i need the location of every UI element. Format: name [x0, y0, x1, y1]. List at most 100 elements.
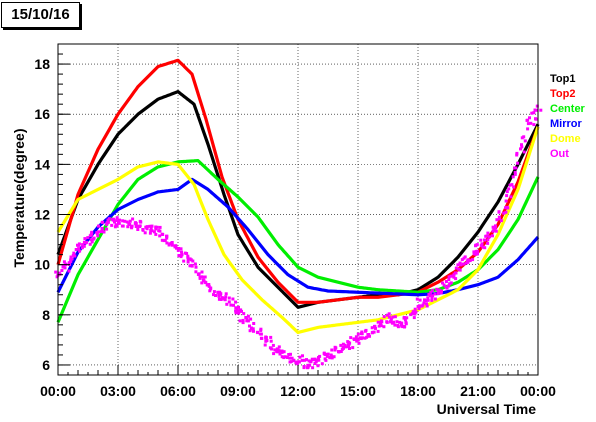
data-point [400, 323, 403, 327]
data-point [259, 332, 263, 336]
data-point [165, 236, 169, 240]
data-point [67, 261, 71, 265]
data-point [102, 230, 106, 234]
data-point [349, 336, 353, 340]
data-point [403, 324, 407, 328]
data-point [255, 330, 259, 334]
x-tick-label: 00:00 [40, 383, 76, 399]
data-point [441, 281, 444, 285]
data-point [396, 325, 400, 329]
data-point [145, 225, 149, 229]
y-axis-title: Temperature(degree) [11, 128, 27, 267]
data-point [448, 282, 452, 286]
data-point [217, 293, 221, 297]
series-top1 [56, 90, 540, 309]
data-point [474, 249, 478, 253]
data-point [333, 348, 337, 352]
data-point [217, 297, 221, 301]
data-point [460, 258, 464, 262]
axis-ticks [57, 43, 539, 375]
data-point [433, 297, 437, 301]
data-point [272, 352, 276, 356]
data-point [324, 358, 328, 362]
data-point [459, 263, 463, 267]
data-point [444, 280, 448, 283]
data-point [165, 234, 169, 238]
data-point [458, 261, 462, 265]
data-point [152, 230, 156, 234]
data-point [55, 275, 59, 279]
data-point [346, 343, 350, 347]
data-point [221, 296, 225, 300]
data-point [442, 283, 446, 287]
data-point [438, 289, 442, 293]
data-point [78, 249, 82, 253]
data-point [292, 359, 296, 363]
data-point [125, 220, 129, 224]
data-point [194, 270, 198, 274]
data-point [539, 108, 543, 112]
data-point [88, 242, 92, 246]
legend-entry-center: Center [550, 103, 586, 115]
x-tick-label: 00:00 [520, 383, 556, 399]
data-point [154, 225, 158, 229]
data-point [368, 334, 371, 338]
data-point [491, 229, 495, 233]
data-point [486, 241, 490, 245]
data-point [520, 145, 524, 149]
data-point [533, 108, 537, 112]
data-point [341, 342, 345, 346]
data-point [513, 172, 517, 176]
data-point [269, 339, 273, 343]
data-point [343, 343, 347, 347]
y-tick-labels: 6 8 10 12 14 16 18 [34, 56, 50, 373]
data-point [312, 358, 316, 362]
data-point [138, 219, 142, 223]
data-point [170, 241, 174, 245]
data-point [209, 287, 213, 291]
data-point [198, 276, 202, 280]
data-point [385, 320, 389, 324]
series-out [54, 104, 543, 370]
data-point [259, 327, 263, 331]
data-point [532, 123, 536, 127]
data-point [106, 220, 110, 224]
data-point [486, 238, 490, 242]
data-point [458, 268, 462, 272]
data-point [249, 317, 253, 321]
data-point [265, 339, 269, 342]
data-point [364, 328, 368, 332]
data-point [374, 326, 377, 330]
data-point [200, 275, 204, 279]
data-point [413, 307, 417, 311]
data-point [232, 303, 235, 307]
data-point [494, 229, 498, 233]
data-point [185, 252, 189, 255]
data-point [105, 222, 109, 226]
data-point [526, 127, 530, 131]
data-point [373, 325, 376, 328]
data-point [301, 354, 304, 358]
data-point [250, 327, 254, 331]
x-tick-labels: 00:00 03:00 06:00 09:00 12:00 15:00 18:00 21:00… [40, 383, 556, 399]
data-point [404, 320, 408, 324]
data-point [290, 356, 294, 360]
data-point [121, 219, 125, 223]
data-point [80, 246, 84, 250]
data-point [346, 340, 350, 344]
data-point [216, 290, 220, 294]
data-point [297, 360, 301, 364]
data-point [162, 239, 166, 243]
data-point [317, 358, 321, 362]
data-point [512, 185, 516, 189]
data-point [81, 243, 85, 247]
data-point [357, 341, 361, 345]
data-point [452, 272, 456, 276]
data-point [420, 304, 424, 308]
data-point [60, 269, 64, 272]
data-point [341, 345, 345, 349]
data-point [176, 248, 180, 252]
data-point [476, 252, 479, 256]
grid-lines [58, 44, 538, 375]
data-point [313, 362, 317, 365]
